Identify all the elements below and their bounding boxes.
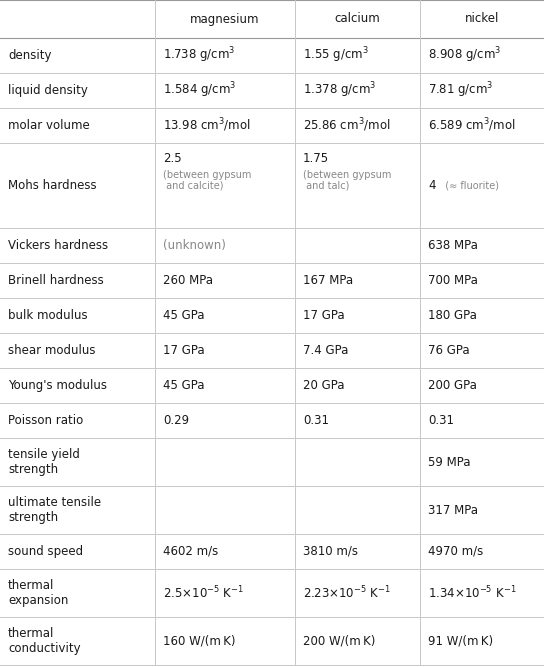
Text: 7.4 GPa: 7.4 GPa xyxy=(303,344,348,357)
Text: 4: 4 xyxy=(428,179,436,192)
Text: 2.23×10$^{-5}$ K$^{-1}$: 2.23×10$^{-5}$ K$^{-1}$ xyxy=(303,585,391,601)
Text: 0.31: 0.31 xyxy=(428,414,454,427)
Text: 17 GPa: 17 GPa xyxy=(303,309,345,322)
Text: ultimate tensile
strength: ultimate tensile strength xyxy=(8,496,101,524)
Text: 1.738 g/cm$^3$: 1.738 g/cm$^3$ xyxy=(163,46,236,65)
Text: molar volume: molar volume xyxy=(8,119,90,132)
Text: density: density xyxy=(8,49,52,62)
Text: 638 MPa: 638 MPa xyxy=(428,239,478,252)
Text: 1.75: 1.75 xyxy=(303,151,329,165)
Text: 0.29: 0.29 xyxy=(163,414,189,427)
Text: liquid density: liquid density xyxy=(8,84,88,97)
Text: tensile yield
strength: tensile yield strength xyxy=(8,448,80,476)
Text: (between gypsum: (between gypsum xyxy=(303,170,391,180)
Text: 200 GPa: 200 GPa xyxy=(428,379,477,392)
Text: 6.589 cm$^3$/mol: 6.589 cm$^3$/mol xyxy=(428,117,516,134)
Text: and calcite): and calcite) xyxy=(163,181,224,191)
Text: thermal
expansion: thermal expansion xyxy=(8,579,69,607)
Text: 59 MPa: 59 MPa xyxy=(428,456,471,468)
Text: 317 MPa: 317 MPa xyxy=(428,504,478,516)
Text: magnesium: magnesium xyxy=(190,13,259,25)
Text: 8.908 g/cm$^3$: 8.908 g/cm$^3$ xyxy=(428,46,502,65)
Text: 20 GPa: 20 GPa xyxy=(303,379,344,392)
Text: 4970 m/s: 4970 m/s xyxy=(428,545,483,558)
Text: shear modulus: shear modulus xyxy=(8,344,96,357)
Text: 91 W/(m K): 91 W/(m K) xyxy=(428,634,493,648)
Text: 160 W/(m K): 160 W/(m K) xyxy=(163,634,236,648)
Text: 1.34×10$^{-5}$ K$^{-1}$: 1.34×10$^{-5}$ K$^{-1}$ xyxy=(428,585,516,601)
Text: Young's modulus: Young's modulus xyxy=(8,379,107,392)
Text: thermal
conductivity: thermal conductivity xyxy=(8,627,81,655)
Text: 25.86 cm$^3$/mol: 25.86 cm$^3$/mol xyxy=(303,117,391,134)
Text: nickel: nickel xyxy=(465,13,499,25)
Text: (between gypsum: (between gypsum xyxy=(163,170,251,180)
Text: 2.5×10$^{-5}$ K$^{-1}$: 2.5×10$^{-5}$ K$^{-1}$ xyxy=(163,585,244,601)
Text: 180 GPa: 180 GPa xyxy=(428,309,477,322)
Text: sound speed: sound speed xyxy=(8,545,83,558)
Text: 76 GPa: 76 GPa xyxy=(428,344,469,357)
Text: and talc): and talc) xyxy=(303,181,349,191)
Text: (unknown): (unknown) xyxy=(163,239,226,252)
Text: bulk modulus: bulk modulus xyxy=(8,309,88,322)
Text: 700 MPa: 700 MPa xyxy=(428,274,478,287)
Text: 1.378 g/cm$^3$: 1.378 g/cm$^3$ xyxy=(303,81,376,100)
Text: Mohs hardness: Mohs hardness xyxy=(8,179,97,192)
Text: 45 GPa: 45 GPa xyxy=(163,309,205,322)
Text: Vickers hardness: Vickers hardness xyxy=(8,239,108,252)
Text: calcium: calcium xyxy=(335,13,380,25)
Text: 7.81 g/cm$^3$: 7.81 g/cm$^3$ xyxy=(428,81,493,100)
Text: 1.584 g/cm$^3$: 1.584 g/cm$^3$ xyxy=(163,81,236,100)
Text: 13.98 cm$^3$/mol: 13.98 cm$^3$/mol xyxy=(163,117,251,134)
Text: Poisson ratio: Poisson ratio xyxy=(8,414,83,427)
Text: 45 GPa: 45 GPa xyxy=(163,379,205,392)
Text: 4602 m/s: 4602 m/s xyxy=(163,545,218,558)
Text: 0.31: 0.31 xyxy=(303,414,329,427)
Text: (≈ fluorite): (≈ fluorite) xyxy=(439,181,499,191)
Text: 260 MPa: 260 MPa xyxy=(163,274,213,287)
Text: Brinell hardness: Brinell hardness xyxy=(8,274,104,287)
Text: 3810 m/s: 3810 m/s xyxy=(303,545,358,558)
Text: 200 W/(m K): 200 W/(m K) xyxy=(303,634,375,648)
Text: 17 GPa: 17 GPa xyxy=(163,344,205,357)
Text: 167 MPa: 167 MPa xyxy=(303,274,353,287)
Text: 2.5: 2.5 xyxy=(163,151,182,165)
Text: 1.55 g/cm$^3$: 1.55 g/cm$^3$ xyxy=(303,46,369,65)
